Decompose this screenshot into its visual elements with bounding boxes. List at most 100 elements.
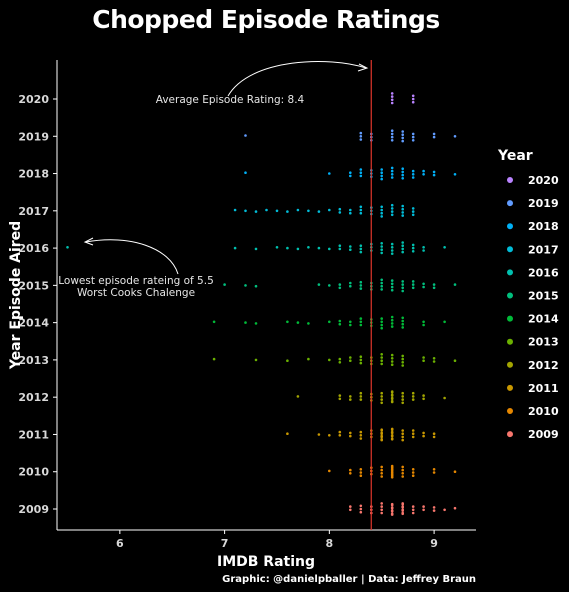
arrow-head-icon [83,237,94,246]
legend-label-2009: 2009 [528,428,559,441]
data-point-2019 [411,139,415,142]
data-point-2012 [349,395,352,398]
data-point-2010 [390,468,394,471]
data-point-2016 [443,246,446,249]
data-points [66,92,457,516]
data-point-2017 [380,211,384,215]
data-point-2011 [401,438,405,442]
data-point-2018 [411,176,415,179]
data-point-2016 [401,241,405,244]
data-point-2013 [432,357,436,360]
data-point-2012 [380,401,384,405]
data-point-2017 [359,208,363,212]
data-point-2019 [401,130,405,133]
data-point-2016 [380,245,384,248]
data-point-2017 [265,208,268,212]
data-point-2016 [254,247,258,251]
data-point-2015 [411,286,415,290]
data-point-2019 [453,135,457,138]
data-point-2009 [422,505,425,508]
data-point-2010 [411,474,415,478]
data-point-2010 [349,468,352,472]
data-point-2013 [349,359,352,363]
data-point-2017 [401,204,405,208]
data-point-2012 [380,398,384,401]
data-point-2013 [380,359,384,363]
y-tick-label: 2016 [18,242,49,255]
data-point-2009 [443,508,446,512]
data-point-2016 [380,248,384,251]
annotation-arrow-lowest [85,239,179,275]
data-point-2015 [380,288,384,291]
data-point-2013 [349,356,352,359]
legend-label-2016: 2016 [528,266,559,279]
data-point-2010 [380,472,384,475]
data-point-2014 [380,320,384,324]
data-point-2016 [296,247,300,251]
data-point-2013 [380,353,384,356]
data-point-2015 [254,284,258,288]
data-point-2017 [286,210,289,213]
data-point-2012 [422,394,425,397]
data-point-2015 [390,288,394,292]
data-point-2017 [411,210,415,213]
data-point-2017 [359,211,363,215]
data-point-2015 [317,283,321,286]
data-point-2012 [296,395,300,398]
data-point-2010 [411,468,415,471]
data-point-2018 [359,174,363,178]
chart-title: Chopped Episode Ratings [92,5,440,34]
legend-key-2015 [507,292,513,299]
y-axis-title: Year Episode Aired [8,221,24,370]
legend-label-2012: 2012 [528,359,559,372]
legend-key-2014 [507,315,513,322]
data-point-2010 [380,465,384,469]
data-point-2011 [390,431,394,435]
data-point-2014 [307,322,310,325]
data-point-2018 [453,173,457,176]
data-point-2014 [380,326,384,330]
data-point-2017 [380,215,384,218]
annotation-lowest-line1: Lowest episode rateing of 5.5 [58,275,214,287]
data-point-2018 [411,173,415,176]
data-point-2016 [390,242,394,246]
data-point-2011 [411,432,415,436]
data-point-2013 [380,362,384,366]
data-point-2011 [401,435,405,439]
data-point-2016 [422,249,425,252]
data-point-2017 [349,211,352,215]
data-point-2016 [380,242,384,245]
data-point-2020 [390,101,394,105]
data-point-2010 [401,475,405,478]
data-point-2016 [390,252,394,255]
data-point-2015 [380,281,384,285]
data-point-2015 [349,284,352,288]
data-point-2012 [390,400,394,404]
data-point-2013 [212,357,216,361]
data-point-2016 [328,247,331,251]
legend-key-2017 [507,246,513,253]
data-point-2009 [453,506,457,510]
data-point-2014 [244,321,247,324]
data-point-2010 [401,465,405,469]
data-point-2009 [401,509,405,512]
data-point-2016 [359,247,363,251]
data-point-2015 [328,284,331,287]
data-point-2011 [390,438,394,441]
data-point-2015 [359,280,363,284]
legend-key-2018 [507,223,513,230]
data-point-2016 [390,246,394,249]
data-point-2009 [422,508,425,512]
data-point-2009 [349,508,352,512]
data-point-2015 [390,285,394,289]
data-point-2016 [401,250,405,254]
data-point-2009 [411,505,415,508]
data-point-2011 [317,433,321,436]
data-point-2020 [390,95,394,98]
data-point-2019 [359,138,363,141]
data-point-2014 [286,320,289,324]
data-point-2017 [254,210,258,213]
x-ticks: 6 7 8 9 [116,530,438,550]
data-point-2015 [422,282,425,286]
data-point-2016 [422,246,425,249]
